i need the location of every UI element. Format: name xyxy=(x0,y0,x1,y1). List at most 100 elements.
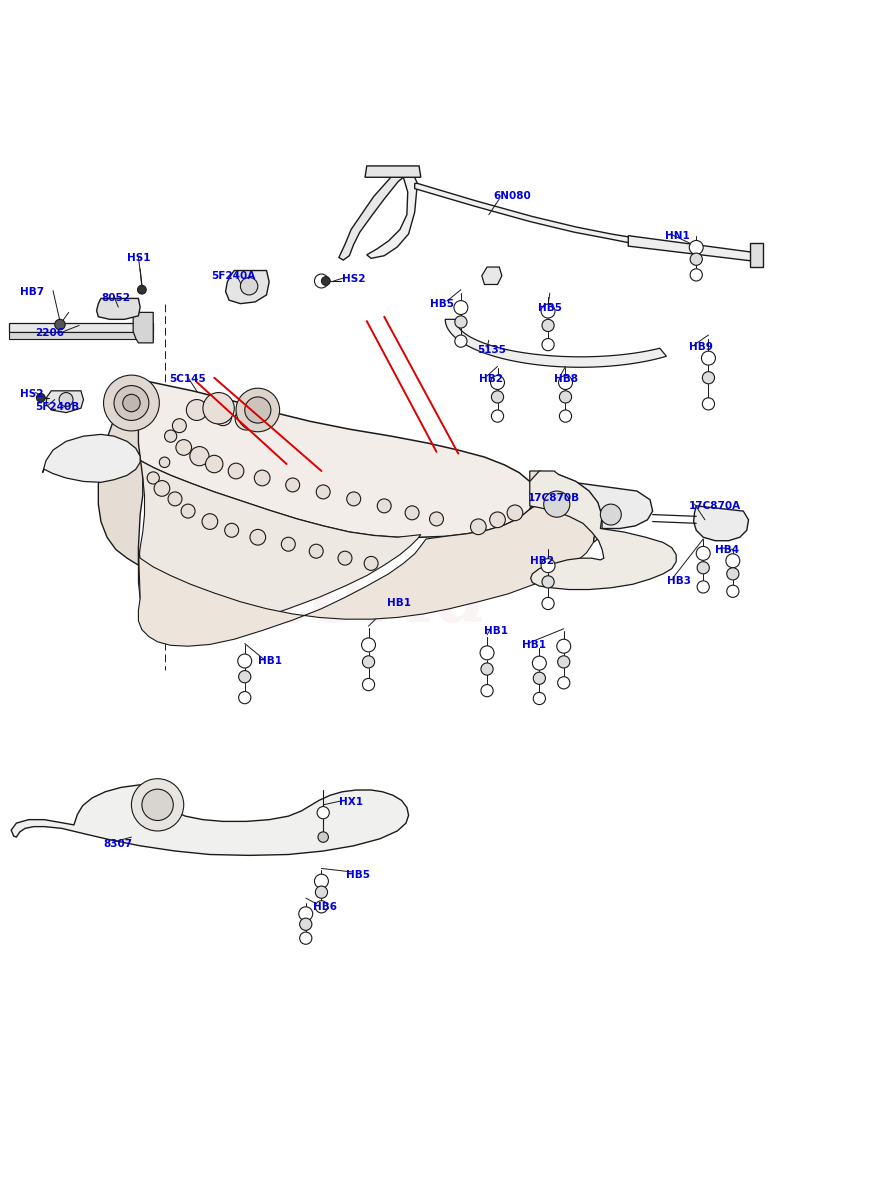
Circle shape xyxy=(238,671,251,683)
Circle shape xyxy=(203,392,234,424)
Text: HB5: HB5 xyxy=(346,870,370,880)
Text: HB1: HB1 xyxy=(522,641,546,650)
Circle shape xyxy=(361,638,375,652)
Circle shape xyxy=(702,352,715,365)
Circle shape xyxy=(299,918,312,930)
Circle shape xyxy=(698,581,710,593)
Circle shape xyxy=(455,316,467,328)
Circle shape xyxy=(542,576,554,588)
Circle shape xyxy=(697,546,711,560)
Text: 5F240B: 5F240B xyxy=(36,402,79,412)
Circle shape xyxy=(189,446,209,466)
Circle shape xyxy=(244,397,271,424)
Circle shape xyxy=(321,277,330,286)
Circle shape xyxy=(316,485,330,499)
Polygon shape xyxy=(46,391,84,413)
Circle shape xyxy=(315,901,327,913)
Circle shape xyxy=(155,480,169,497)
Circle shape xyxy=(299,907,313,920)
Circle shape xyxy=(454,301,468,314)
Circle shape xyxy=(377,499,391,512)
Circle shape xyxy=(542,319,554,331)
Circle shape xyxy=(202,514,217,529)
Circle shape xyxy=(309,545,323,558)
Polygon shape xyxy=(530,472,677,589)
Circle shape xyxy=(186,400,207,420)
Circle shape xyxy=(168,492,182,506)
Polygon shape xyxy=(339,175,403,260)
Polygon shape xyxy=(10,331,154,338)
Polygon shape xyxy=(130,380,535,538)
Text: HB3: HB3 xyxy=(668,576,691,586)
Circle shape xyxy=(59,392,73,407)
Text: HB8: HB8 xyxy=(554,373,578,384)
Circle shape xyxy=(690,240,704,254)
Circle shape xyxy=(691,269,703,281)
Circle shape xyxy=(601,504,622,526)
Circle shape xyxy=(235,407,258,430)
Circle shape xyxy=(542,598,554,610)
Polygon shape xyxy=(629,235,759,262)
Polygon shape xyxy=(139,491,595,646)
Circle shape xyxy=(314,875,328,888)
Polygon shape xyxy=(10,323,154,331)
Text: HB2: HB2 xyxy=(530,556,553,565)
Circle shape xyxy=(533,656,546,670)
Circle shape xyxy=(726,586,739,598)
Circle shape xyxy=(314,274,328,288)
Circle shape xyxy=(347,492,361,506)
Text: HB4: HB4 xyxy=(715,545,739,556)
Circle shape xyxy=(172,419,186,433)
Circle shape xyxy=(491,410,504,422)
Circle shape xyxy=(123,395,141,412)
Circle shape xyxy=(533,692,546,704)
Circle shape xyxy=(455,335,467,347)
Text: 2206: 2206 xyxy=(36,329,65,338)
Circle shape xyxy=(491,391,504,403)
Circle shape xyxy=(315,886,327,899)
Text: 5C145: 5C145 xyxy=(168,374,206,384)
Circle shape xyxy=(533,672,546,684)
Polygon shape xyxy=(445,319,666,367)
Circle shape xyxy=(238,691,251,703)
Circle shape xyxy=(560,410,572,422)
Text: HB9: HB9 xyxy=(690,342,713,353)
Text: HB1: HB1 xyxy=(258,656,282,666)
Text: 17C870A: 17C870A xyxy=(690,500,741,511)
Circle shape xyxy=(557,640,571,653)
Circle shape xyxy=(281,538,295,551)
Circle shape xyxy=(240,277,258,295)
Circle shape xyxy=(104,376,160,431)
Polygon shape xyxy=(415,184,656,246)
Polygon shape xyxy=(540,478,653,528)
Circle shape xyxy=(236,388,279,432)
Circle shape xyxy=(285,478,299,492)
Circle shape xyxy=(558,655,570,668)
Circle shape xyxy=(148,472,160,484)
Text: HB1: HB1 xyxy=(485,626,508,636)
Circle shape xyxy=(491,376,505,390)
Text: HN1: HN1 xyxy=(665,230,690,241)
Circle shape xyxy=(175,439,191,455)
Text: HB5: HB5 xyxy=(539,304,562,313)
Text: ectoria: ectoria xyxy=(174,562,490,638)
Polygon shape xyxy=(694,506,748,541)
Polygon shape xyxy=(367,178,417,258)
Circle shape xyxy=(703,372,714,384)
Text: HB5: HB5 xyxy=(430,299,454,308)
Text: 17C870B: 17C870B xyxy=(528,493,581,503)
Circle shape xyxy=(254,470,270,486)
Circle shape xyxy=(132,779,183,830)
Circle shape xyxy=(55,319,65,330)
Circle shape xyxy=(703,397,714,410)
Circle shape xyxy=(228,463,244,479)
Polygon shape xyxy=(11,784,409,856)
Circle shape xyxy=(364,557,378,570)
Polygon shape xyxy=(130,439,421,635)
Circle shape xyxy=(544,491,570,517)
Polygon shape xyxy=(482,268,502,284)
Circle shape xyxy=(317,806,329,818)
Circle shape xyxy=(541,304,555,318)
Circle shape xyxy=(37,394,45,402)
Circle shape xyxy=(560,391,572,403)
